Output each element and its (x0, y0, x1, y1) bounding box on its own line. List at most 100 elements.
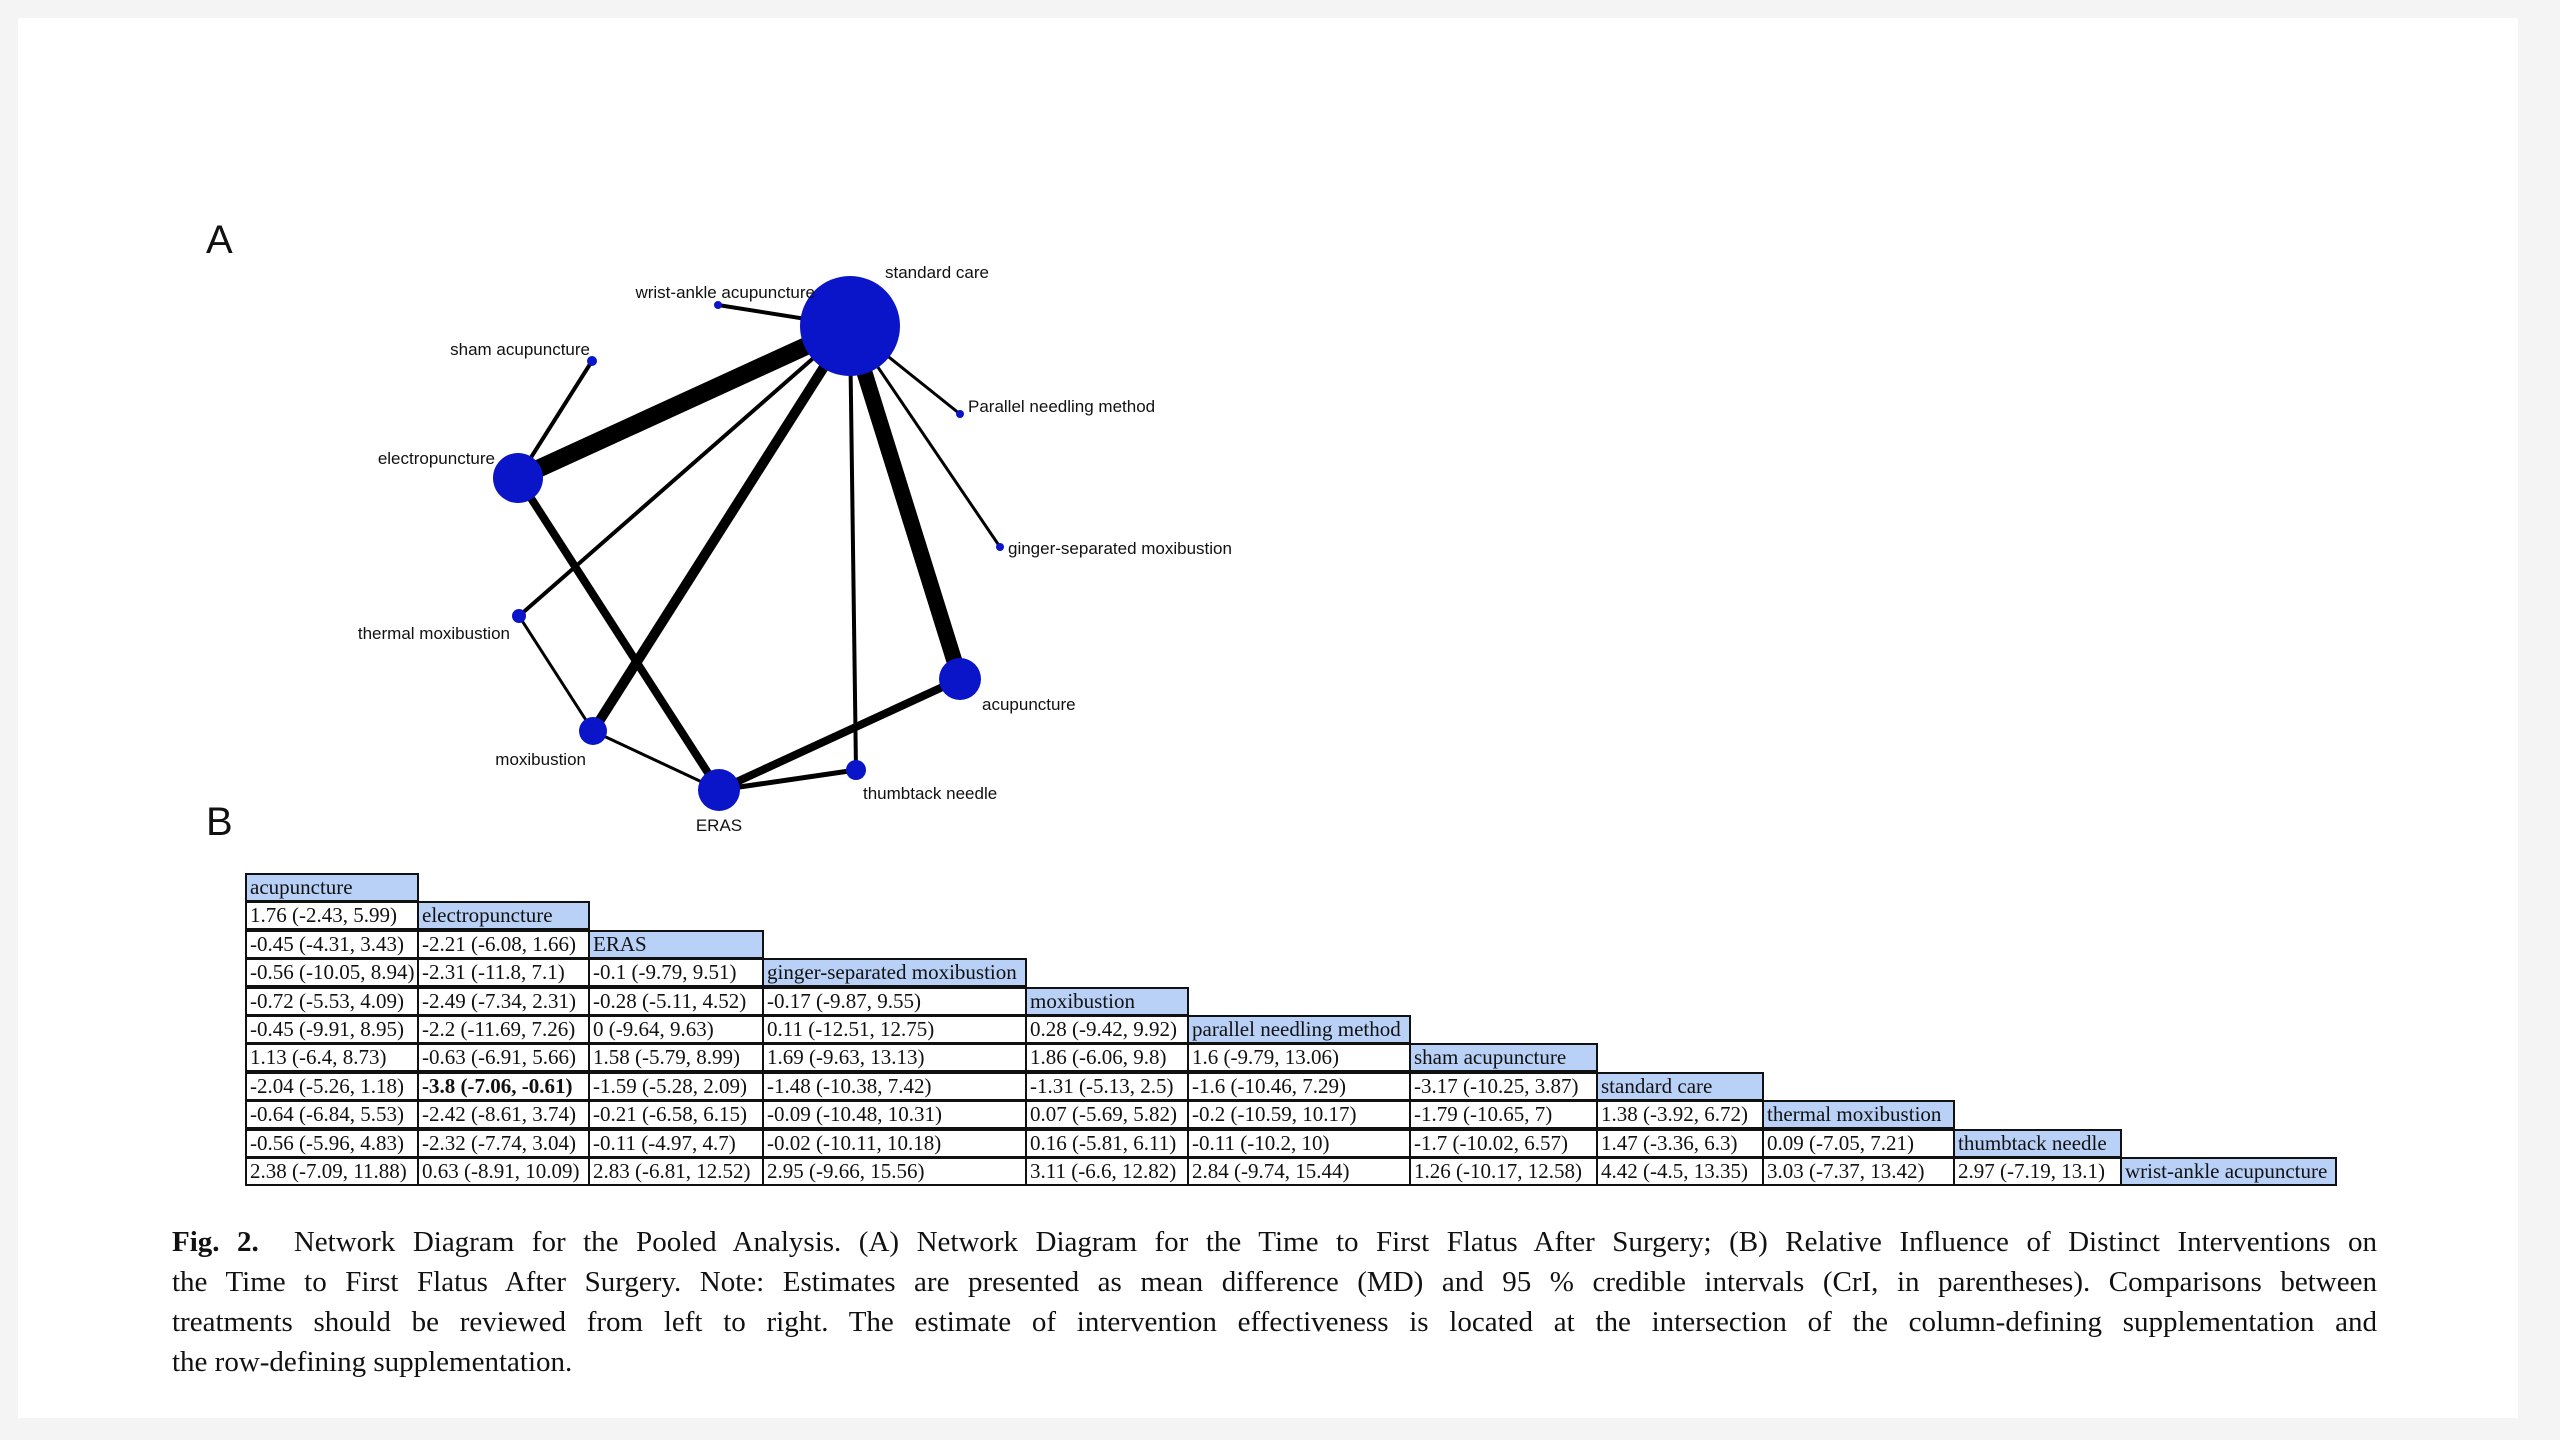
caption-text: Network Diagram for the Pooled Analysis.… (293, 1226, 2377, 1258)
comparison-cell: -2.49 (-7.34, 2.31) (417, 986, 590, 1016)
comparison-cell: 0.63 (-8.91, 10.09) (417, 1157, 590, 1186)
edge-standard_care-thumbtack (848, 325, 858, 771)
comparison-cell: -0.11 (-10.2, 10) (1187, 1128, 1411, 1158)
comparison-cell: -0.2 (-10.59, 10.17) (1187, 1100, 1411, 1130)
comparison-cell: -0.09 (-10.48, 10.31) (762, 1100, 1027, 1130)
comparison-cell: -2.32 (-7.74, 3.04) (417, 1128, 590, 1158)
comparison-cell: 1.26 (-10.17, 12.58) (1409, 1157, 1598, 1186)
comparison-cell: 2.84 (-9.74, 15.44) (1187, 1157, 1411, 1186)
comparison-cell: -0.64 (-6.84, 5.53) (245, 1100, 419, 1130)
node-label-wrist_ankle: wrist-ankle acupuncture (634, 283, 815, 302)
comparison-cell: 2.97 (-7.19, 13.1) (1953, 1157, 2122, 1186)
comparison-cell: -0.21 (-6.58, 6.15) (588, 1100, 764, 1130)
comparison-cell: 1.76 (-2.43, 5.99) (245, 901, 419, 931)
caption-line: the Time to First Flatus After Surgery. … (172, 1266, 2377, 1298)
comparison-cell: -0.1 (-9.79, 9.51) (588, 958, 764, 988)
comparison-cell: 4.42 (-4.5, 13.35) (1596, 1157, 1764, 1186)
caption-line: treatments should be reviewed from left … (172, 1306, 2377, 1338)
comparison-cell: 1.69 (-9.63, 13.13) (762, 1043, 1027, 1073)
comparison-cell: 2.95 (-9.66, 15.56) (762, 1157, 1027, 1186)
treatment-header: thumbtack needle (1953, 1128, 2122, 1158)
figure-caption: Fig. 2. Network Diagram for the Pooled A… (172, 1222, 2377, 1382)
node-standard_care (800, 276, 900, 376)
panel-b-label: B (206, 800, 233, 844)
comparison-cell: -1.79 (-10.65, 7) (1409, 1100, 1598, 1130)
comparison-cell: -0.56 (-5.96, 4.83) (245, 1128, 419, 1158)
node-acupuncture (939, 658, 981, 700)
comparison-cell: -1.31 (-5.13, 2.5) (1025, 1071, 1189, 1101)
node-thermal (512, 609, 526, 623)
comparison-cell: -2.21 (-6.08, 1.66) (417, 929, 590, 959)
node-label-electropuncture: electropuncture (378, 449, 495, 468)
node-label-eras: ERAS (696, 816, 742, 835)
node-label-thermal: thermal moxibustion (358, 624, 510, 643)
node-label-thumbtack: thumbtack needle (863, 784, 997, 803)
node-label-parallel: Parallel needling method (968, 397, 1155, 416)
node-label-sham: sham acupuncture (450, 340, 590, 359)
comparison-cell: -0.72 (-5.53, 4.09) (245, 986, 419, 1016)
comparison-cell: 1.38 (-3.92, 6.72) (1596, 1100, 1764, 1130)
treatment-header: ginger-separated moxibustion (762, 958, 1027, 988)
comparison-cell: 0.09 (-7.05, 7.21) (1762, 1128, 1955, 1158)
treatment-header: thermal moxibustion (1762, 1100, 1955, 1130)
comparison-cell: -1.7 (-10.02, 6.57) (1409, 1128, 1598, 1158)
comparison-cell: -2.42 (-8.61, 3.74) (417, 1100, 590, 1130)
edge-standard_care-electropuncture (514, 317, 854, 487)
comparison-cell: -2.2 (-11.69, 7.26) (417, 1015, 590, 1044)
panel-a-label: A (206, 218, 233, 262)
comparison-cell: 0.16 (-5.81, 6.11) (1025, 1128, 1189, 1158)
comparison-cell: -0.17 (-9.87, 9.55) (762, 986, 1027, 1016)
comparison-cell: -0.56 (-10.05, 8.94) (245, 958, 419, 988)
node-sham (587, 356, 597, 366)
node-parallel (956, 410, 964, 418)
comparison-cell: 1.47 (-3.36, 6.3) (1596, 1128, 1764, 1158)
comparison-cell: -1.6 (-10.46, 7.29) (1187, 1071, 1411, 1101)
node-moxibustion (579, 717, 607, 745)
edge-electropuncture-eras (514, 475, 723, 793)
node-label-moxibustion: moxibustion (495, 750, 586, 769)
treatment-header: standard care (1596, 1071, 1764, 1101)
comparison-cell: -0.45 (-9.91, 8.95) (245, 1015, 419, 1044)
comparison-cell: -2.04 (-5.26, 1.18) (245, 1071, 419, 1101)
comparison-cell: -1.59 (-5.28, 2.09) (588, 1071, 764, 1101)
caption-line: Fig. 2. Network Diagram for the Pooled A… (172, 1222, 2377, 1262)
node-electropuncture (493, 453, 543, 503)
edge-thumbtack-eras (718, 767, 857, 793)
comparison-cell: -1.48 (-10.38, 7.42) (762, 1071, 1027, 1101)
comparison-cell: 1.86 (-6.06, 9.8) (1025, 1043, 1189, 1073)
comparison-cell: -0.45 (-4.31, 3.43) (245, 929, 419, 959)
edge-standard_care-acupuncture (842, 323, 968, 682)
comparison-cell: 1.58 (-5.79, 8.99) (588, 1043, 764, 1073)
comparison-cell: 3.03 (-7.37, 13.42) (1762, 1157, 1955, 1186)
comparison-cell: 2.83 (-6.81, 12.52) (588, 1157, 764, 1186)
comparison-cell: -3.8 (-7.06, -0.61) (417, 1071, 590, 1101)
edge-standard_care-thermal (517, 324, 852, 618)
comparison-cell: 0 (-9.64, 9.63) (588, 1015, 764, 1044)
node-thumbtack (846, 760, 866, 780)
comparison-cell: 2.38 (-7.09, 11.88) (245, 1157, 419, 1186)
node-label-acupuncture: acupuncture (982, 695, 1076, 714)
edge-thermal-moxibustion (517, 615, 595, 732)
edge-moxibustion-eras (592, 729, 720, 792)
comparison-cell: -3.17 (-10.25, 3.87) (1409, 1071, 1598, 1101)
treatment-header: moxibustion (1025, 986, 1189, 1016)
node-label-standard_care: standard care (885, 263, 989, 282)
treatment-header: wrist-ankle acupuncture (2120, 1157, 2337, 1186)
comparison-cell: -0.11 (-4.97, 4.7) (588, 1128, 764, 1158)
comparison-cell: -2.31 (-11.8, 7.1) (417, 958, 590, 988)
comparison-cell: 1.6 (-9.79, 13.06) (1187, 1043, 1411, 1073)
comparison-cell: 0.28 (-9.42, 9.92) (1025, 1015, 1189, 1044)
treatment-header: parallel needling method (1187, 1015, 1411, 1044)
treatment-header: acupuncture (245, 873, 419, 902)
comparison-cell: 0.07 (-5.69, 5.82) (1025, 1100, 1189, 1130)
node-label-ginger: ginger-separated moxibustion (1008, 539, 1232, 558)
comparison-cell: 0.11 (-12.51, 12.75) (762, 1015, 1027, 1044)
comparison-cell: -0.28 (-5.11, 4.52) (588, 986, 764, 1016)
node-eras (698, 769, 740, 811)
treatment-header: electropuncture (417, 901, 590, 931)
comparison-cell: 3.11 (-6.6, 12.82) (1025, 1157, 1189, 1186)
comparison-cell: -0.02 (-10.11, 10.18) (762, 1128, 1027, 1158)
treatment-header: sham acupuncture (1409, 1043, 1598, 1073)
edge-acupuncture-eras (717, 675, 962, 794)
